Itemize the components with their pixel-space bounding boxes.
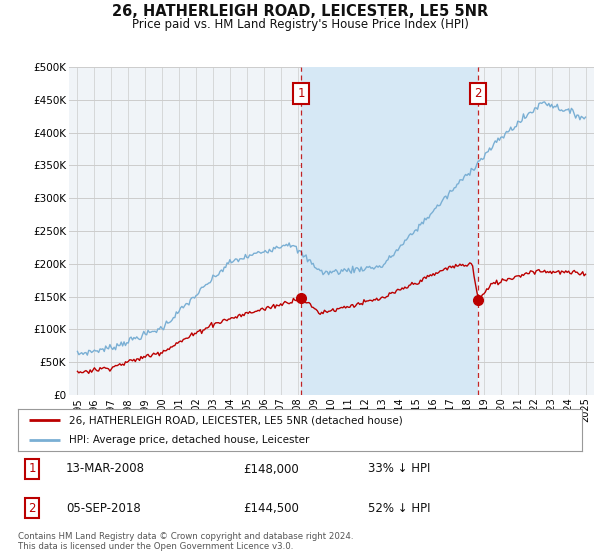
Text: 33% ↓ HPI: 33% ↓ HPI bbox=[368, 463, 430, 475]
Text: 26, HATHERLEIGH ROAD, LEICESTER, LE5 5NR: 26, HATHERLEIGH ROAD, LEICESTER, LE5 5NR bbox=[112, 4, 488, 19]
Text: 2: 2 bbox=[475, 87, 482, 100]
Text: Contains HM Land Registry data © Crown copyright and database right 2024.
This d: Contains HM Land Registry data © Crown c… bbox=[18, 532, 353, 552]
Bar bbox=[301, 67, 478, 395]
Text: £148,000: £148,000 bbox=[244, 463, 299, 475]
Text: HPI: Average price, detached house, Leicester: HPI: Average price, detached house, Leic… bbox=[69, 435, 309, 445]
Text: £144,500: £144,500 bbox=[244, 502, 299, 515]
Text: 1: 1 bbox=[28, 463, 36, 475]
Text: 1: 1 bbox=[297, 87, 305, 100]
Text: 26, HATHERLEIGH ROAD, LEICESTER, LE5 5NR (detached house): 26, HATHERLEIGH ROAD, LEICESTER, LE5 5NR… bbox=[69, 415, 403, 425]
Text: 05-SEP-2018: 05-SEP-2018 bbox=[66, 502, 140, 515]
Text: 13-MAR-2008: 13-MAR-2008 bbox=[66, 463, 145, 475]
Text: 2: 2 bbox=[28, 502, 36, 515]
Text: 52% ↓ HPI: 52% ↓ HPI bbox=[368, 502, 430, 515]
Text: Price paid vs. HM Land Registry's House Price Index (HPI): Price paid vs. HM Land Registry's House … bbox=[131, 18, 469, 31]
